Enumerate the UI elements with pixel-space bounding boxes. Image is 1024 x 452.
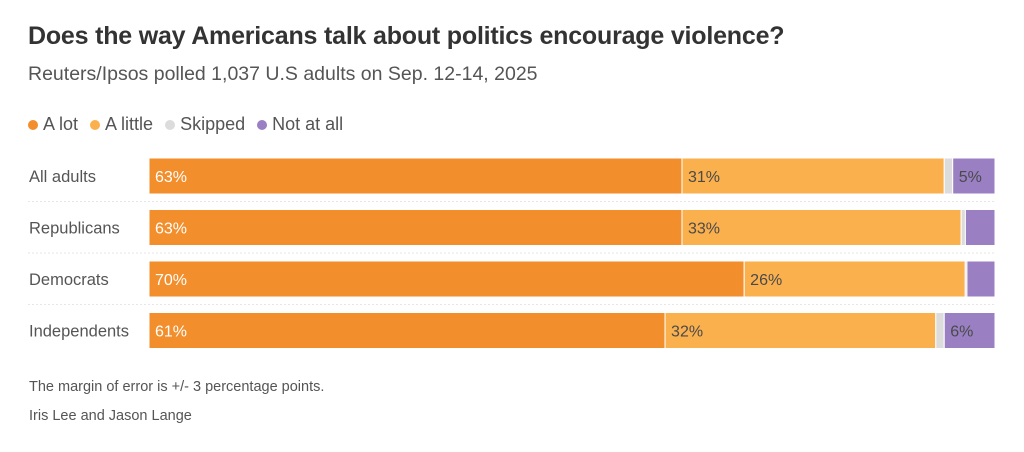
credit-line: Iris Lee and Jason Lange (29, 408, 192, 424)
bar-segment-a-lot (148, 157, 683, 195)
legend-label: Not at all (272, 114, 344, 134)
data-label: 63% (155, 169, 187, 186)
legend-label: A lot (43, 114, 79, 134)
category-label: Democrats (29, 271, 109, 289)
bar-segment-not-at-all (943, 312, 996, 349)
data-label: 26% (750, 272, 782, 289)
chart-subtitle: Reuters/Ipsos polled 1,037 U.S adults on… (28, 63, 538, 85)
legend-label: Skipped (180, 114, 246, 134)
bar-segment-a-little (664, 312, 937, 349)
data-label: 70% (155, 272, 187, 289)
category-label: All adults (29, 168, 96, 186)
bar-row-republicans: Republicans 63% 33% (28, 201, 996, 246)
data-label: 61% (155, 324, 187, 341)
bar-segment-a-lot (148, 312, 666, 349)
legend-item-a-little: A little (90, 114, 153, 135)
bar-segment-a-lot (148, 209, 683, 246)
legend-dot-icon (28, 119, 38, 130)
bar-segment-skipped (943, 157, 954, 195)
legend-dot-icon (90, 119, 101, 130)
data-label: 32% (671, 324, 703, 341)
bar-segment-not-at-all (952, 157, 996, 195)
data-label: 6% (950, 324, 973, 341)
stacked-bar-chart: All adults 63% 31% 5% Republicans 63% 33% Democ… (28, 157, 996, 349)
legend-item-a-lot: A lot (28, 114, 78, 135)
bar-row-democrats: Democrats 70% 26% (28, 252, 996, 298)
category-label: Independents (29, 323, 129, 341)
bar-segment-skipped (960, 209, 966, 246)
bar-segment-not-at-all (964, 209, 996, 246)
data-label: 63% (155, 221, 187, 238)
data-label: 33% (688, 221, 720, 238)
bar-segment-a-little (681, 157, 945, 195)
bar-segment-a-little (743, 260, 966, 298)
legend-item-not-at-all: Not at all (257, 114, 343, 135)
legend-label: A little (105, 114, 154, 134)
footnote: The margin of error is +/- 3 percentage … (29, 379, 325, 395)
legend-item-skipped: Skipped (165, 114, 245, 135)
bar-row-all-adults: All adults 63% 31% 5% (29, 157, 996, 195)
data-label: 5% (959, 169, 982, 186)
bar-segment-skipped (935, 312, 945, 349)
legend-dot-icon (257, 119, 268, 130)
chart-title: Does the way Americans talk about politi… (28, 22, 785, 50)
bar-segment-a-lot (148, 260, 745, 298)
bar-row-independents: Independents 61% 32% 6% (28, 304, 996, 349)
legend-dot-icon (165, 119, 176, 130)
category-label: Republicans (29, 220, 120, 238)
legend: A lot A little Skipped Not at all (28, 114, 355, 135)
data-label: 31% (688, 169, 720, 186)
bar-segment-not-at-all (966, 260, 996, 298)
bar-segment-a-little (681, 209, 962, 246)
